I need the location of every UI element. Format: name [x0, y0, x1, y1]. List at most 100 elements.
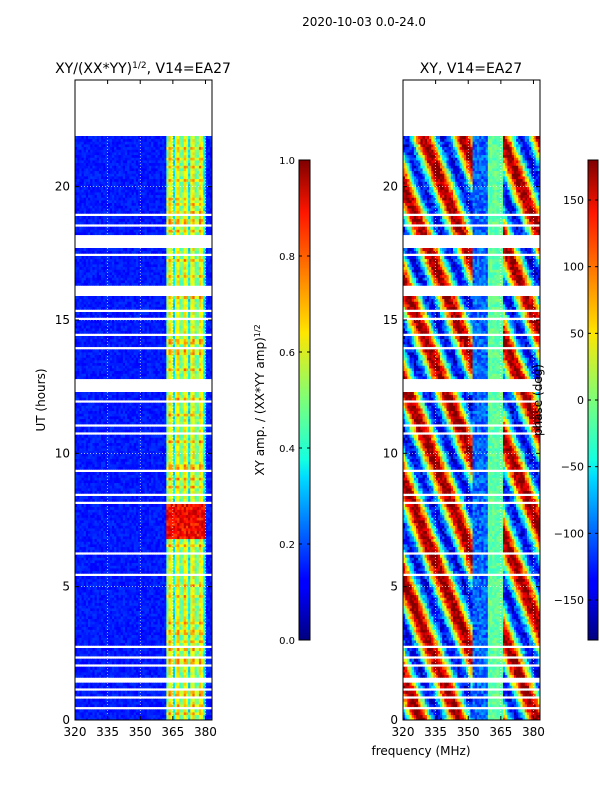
amplitude-heatmap-cell [85, 661, 89, 665]
amplitude-heatmap-cell [129, 640, 132, 644]
amplitude-heatmap-cell [198, 674, 202, 678]
amplitude-heatmap-cell [105, 608, 109, 612]
amplitude-heatmap-cell [127, 704, 130, 708]
amplitude-heatmap-cell [183, 626, 187, 630]
amplitude-heatmap-cell [201, 600, 204, 604]
amplitude-heatmap-cell [185, 709, 189, 713]
amplitude-heatmap-cell [79, 714, 82, 718]
amplitude-heatmap-cell [107, 632, 111, 636]
amplitude-heatmap-cell [203, 624, 206, 628]
amplitude-heatmap-cell [138, 693, 141, 697]
amplitude-heatmap-cell [164, 586, 167, 590]
amplitude-heatmap-cell [125, 621, 128, 625]
amplitude-heatmap-cell [155, 698, 159, 702]
amplitude-heatmap-cell [88, 634, 91, 638]
amplitude-heatmap-cell [175, 714, 178, 718]
amplitude-heatmap-cell [168, 608, 172, 612]
amplitude-heatmap-cell [192, 605, 195, 609]
amplitude-heatmap-cell [209, 685, 212, 689]
amplitude-heatmap-cell [161, 605, 165, 609]
amplitude-heatmap-cell [207, 616, 211, 620]
amplitude-heatmap-cell [179, 600, 182, 604]
amplitude-heatmap-cell [181, 624, 185, 628]
amplitude-heatmap-cell [192, 717, 195, 720]
amplitude-heatmap-cell [135, 690, 139, 694]
amplitude-heatmap-cell [153, 712, 156, 716]
amplitude-heatmap-cell [101, 701, 104, 705]
amplitude-heatmap-cell [129, 589, 132, 593]
amplitude-heatmap-cell [83, 661, 87, 665]
amplitude-heatmap-cell [94, 682, 98, 686]
amplitude-heatmap-cell [138, 626, 141, 630]
amplitude-heatmap-cell [96, 693, 100, 697]
amplitude-heatmap-cell [135, 661, 139, 665]
amplitude-heatmap-cell [151, 685, 154, 689]
amplitude-heatmap-cell [203, 640, 206, 644]
amplitude-heatmap-cell [114, 632, 117, 636]
amplitude-heatmap-cell [81, 674, 85, 678]
amplitude-heatmap-cell [201, 693, 204, 697]
amplitude-heatmap-cell [209, 672, 212, 676]
amplitude-heatmap-cell [131, 709, 135, 713]
amplitude-heatmap-cell [120, 586, 124, 590]
amplitude-heatmap-cell [127, 610, 130, 614]
amplitude-heatmap-cell [116, 666, 119, 670]
amplitude-heatmap-cell [205, 586, 209, 590]
amplitude-heatmap-cell [111, 672, 115, 676]
amplitude-heatmap-cell [109, 637, 113, 641]
amplitude-heatmap-cell [85, 629, 89, 633]
amplitude-heatmap-cell [148, 674, 152, 678]
amplitude-heatmap-cell [88, 714, 91, 718]
amplitude-heatmap-cell [75, 693, 78, 697]
amplitude-heatmap-cell [140, 712, 143, 716]
amplitude-heatmap-cell [168, 600, 172, 604]
amplitude-heatmap-cell [179, 685, 182, 689]
amplitude-heatmap-cell [85, 698, 89, 702]
amplitude-heatmap-cell [188, 648, 191, 652]
amplitude-heatmap-cell [127, 701, 130, 705]
amplitude-heatmap-cell [101, 682, 104, 686]
amplitude-heatmap-cell [194, 605, 198, 609]
amplitude-heatmap-cell [196, 685, 200, 689]
amplitude-heatmap-cell [164, 658, 167, 662]
amplitude-heatmap-cell [122, 712, 126, 716]
amplitude-heatmap-cell [209, 640, 212, 644]
amplitude-heatmap-cell [170, 592, 174, 596]
amplitude-heatmap-cell [94, 610, 98, 614]
amplitude-heatmap-cell [109, 712, 113, 716]
amplitude-heatmap-cell [190, 624, 193, 628]
amplitude-heatmap-cell [179, 629, 182, 633]
amplitude-heatmap-cell [77, 621, 80, 625]
amplitude-heatmap-cell [205, 693, 209, 697]
amplitude-heatmap-cell [203, 661, 206, 665]
amplitude-heatmap-cell [146, 658, 150, 662]
amplitude-heatmap-cell [135, 618, 139, 622]
amplitude-heatmap-cell [207, 682, 211, 686]
amplitude-heatmap-cell [83, 714, 87, 718]
amplitude-heatmap-cell [116, 597, 119, 601]
amplitude-heatmap-cell [201, 642, 204, 646]
amplitude-heatmap-cell [198, 690, 202, 694]
amplitude-heatmap-cell [125, 672, 128, 676]
amplitude-heatmap-cell [148, 629, 152, 633]
amplitude-heatmap-cell [138, 666, 141, 670]
amplitude-heatmap-cell [185, 637, 189, 641]
amplitude-heatmap-cell [153, 608, 156, 612]
amplitude-heatmap-cell [116, 701, 119, 705]
amplitude-heatmap-cell [75, 618, 78, 622]
amplitude-heatmap-cell [111, 624, 115, 628]
amplitude-heatmap-cell [166, 629, 169, 633]
amplitude-heatmap-cell [164, 661, 167, 665]
amplitude-heatmap-cell [198, 613, 202, 617]
amplitude-heatmap-cell [207, 658, 211, 662]
amplitude-heatmap-cell [175, 610, 178, 614]
amplitude-heatmap-cell [131, 714, 135, 718]
amplitude-heatmap-cell [111, 594, 115, 598]
amplitude-heatmap-cell [85, 690, 89, 694]
amplitude-heatmap-cell [101, 586, 104, 590]
amplitude-heatmap-cell [125, 602, 128, 606]
amplitude-heatmap-cell [107, 698, 111, 702]
amplitude-heatmap-cell [209, 608, 212, 612]
amplitude-heatmap-cell [183, 586, 187, 590]
amplitude-heatmap-cell [98, 605, 102, 609]
